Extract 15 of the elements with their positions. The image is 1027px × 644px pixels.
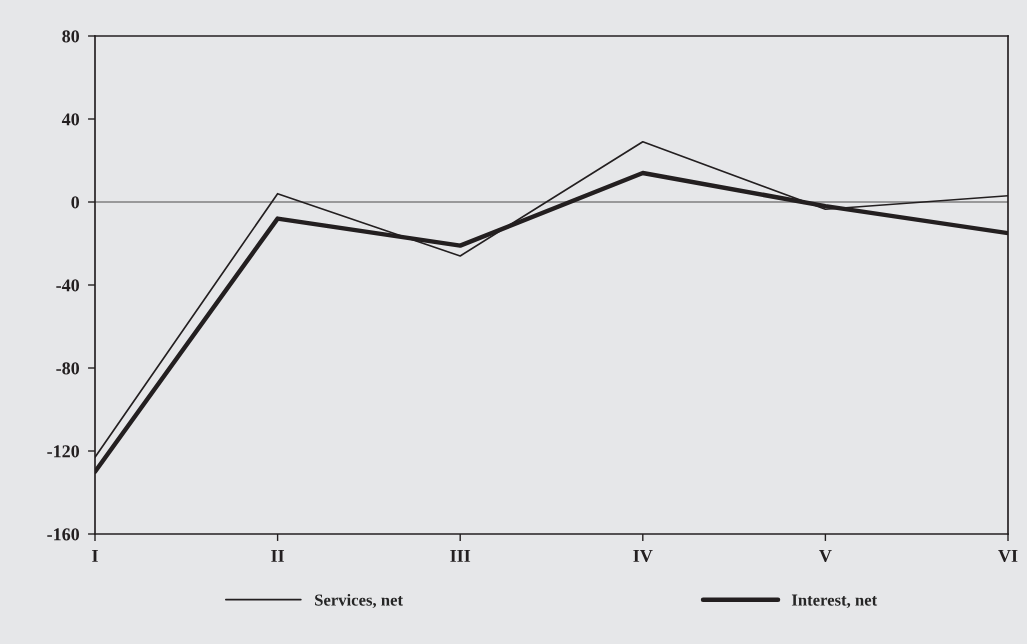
x-tick-label: VI bbox=[998, 549, 1018, 563]
y-tick-label: -120 bbox=[47, 445, 80, 458]
legend-label: Services, net bbox=[315, 593, 403, 609]
y-tick-label: -160 bbox=[47, 528, 80, 541]
x-tick-label: IV bbox=[633, 549, 653, 563]
y-tick-label: 40 bbox=[61, 113, 80, 126]
y-tick-label: -80 bbox=[56, 362, 80, 375]
y-tick-label: -40 bbox=[56, 279, 80, 292]
x-tick-label: II bbox=[271, 549, 285, 562]
x-tick-label: V bbox=[819, 549, 832, 563]
legend-label: Interest, net bbox=[791, 594, 878, 609]
x-tick-label: I bbox=[92, 549, 98, 562]
x-tick-label: III bbox=[450, 549, 471, 562]
y-tick-label: 80 bbox=[62, 30, 80, 43]
y-tick-label: 0 bbox=[71, 196, 80, 209]
